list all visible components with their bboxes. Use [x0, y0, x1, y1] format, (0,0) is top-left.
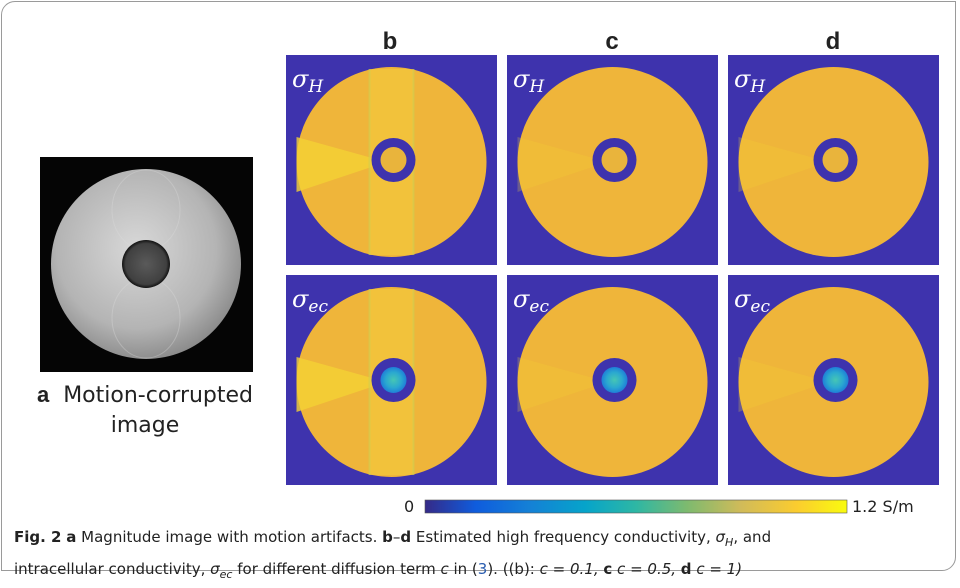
map-symbol: σ: [513, 65, 530, 93]
inner-core: [823, 147, 849, 173]
caption-run: b: [382, 528, 393, 546]
caption-run: in (: [449, 560, 478, 578]
figure-caption: Fig. 2 a Magnitude image with motion art…: [14, 524, 944, 588]
map-symbol: σ: [513, 285, 530, 313]
caption-line: intracellular conductivity, σec for diff…: [14, 556, 944, 588]
caption-run: ). ((b):: [487, 560, 539, 578]
caption-run: , and: [733, 528, 771, 546]
caption-run: Estimated high frequency conductivity,: [411, 528, 715, 546]
page: {"figure": { "columns": ["b", "c", "d"],…: [0, 0, 960, 581]
column-label: c: [592, 28, 632, 56]
figure-images: σHσecσHσecσHσec: [0, 0, 960, 581]
caption-run: d: [400, 528, 411, 546]
conductivity-map: σH: [728, 55, 939, 265]
map-subscript: ec: [308, 297, 328, 317]
caption-run: c: [603, 560, 612, 578]
conductivity-map: σH: [286, 55, 497, 265]
panel-a-caption: a Motion-corrupted image: [20, 380, 270, 441]
caption-run: intracellular conductivity,: [14, 560, 210, 578]
column-label: b: [370, 28, 410, 56]
colorbar: [425, 500, 847, 513]
map-subscript: H: [307, 77, 324, 97]
conductivity-map: σec: [507, 275, 718, 485]
inner-core: [381, 147, 407, 173]
panel-label: a: [37, 382, 49, 407]
inner-core: [823, 367, 849, 393]
map-subscript: H: [528, 77, 545, 97]
caption-run: c: [440, 560, 448, 578]
caption-run: a: [66, 528, 76, 546]
caption-run: c = 0.5,: [612, 560, 681, 578]
inner-core: [602, 147, 628, 173]
caption-run: d: [681, 560, 692, 578]
map-symbol: σ: [734, 285, 751, 313]
caption-run: Fig. 2: [14, 528, 61, 546]
caption-link[interactable]: 3: [478, 560, 488, 578]
conductivity-map: σec: [728, 275, 939, 485]
map-subscript: ec: [750, 297, 770, 317]
inner-core: [602, 367, 628, 393]
map-symbol: σ: [734, 65, 751, 93]
caption-run: σ: [210, 560, 220, 578]
colorbar-max: 1.2 S/m: [852, 497, 914, 516]
map-subscript: ec: [529, 297, 549, 317]
panel-a-image: [40, 157, 253, 372]
caption-line: Fig. 2 a Magnitude image with motion art…: [14, 524, 944, 556]
inner-core: [381, 367, 407, 393]
caption-run: c = 0.1,: [540, 560, 604, 578]
caption-run: Magnitude image with motion artifacts.: [76, 528, 382, 546]
caption-run: c = 1): [692, 560, 743, 578]
column-label: d: [813, 28, 853, 56]
map-subscript: H: [749, 77, 766, 97]
caption-run: σ: [716, 528, 726, 546]
map-symbol: σ: [292, 65, 309, 93]
conductivity-map: σH: [507, 55, 718, 265]
caption-run: ec: [220, 568, 233, 581]
panel-a-text: Motion-corrupted image: [63, 383, 253, 438]
conductivity-map: σec: [286, 275, 497, 485]
colorbar-min: 0: [404, 497, 414, 516]
caption-run: for different diffusion term: [232, 560, 440, 578]
map-symbol: σ: [292, 285, 309, 313]
